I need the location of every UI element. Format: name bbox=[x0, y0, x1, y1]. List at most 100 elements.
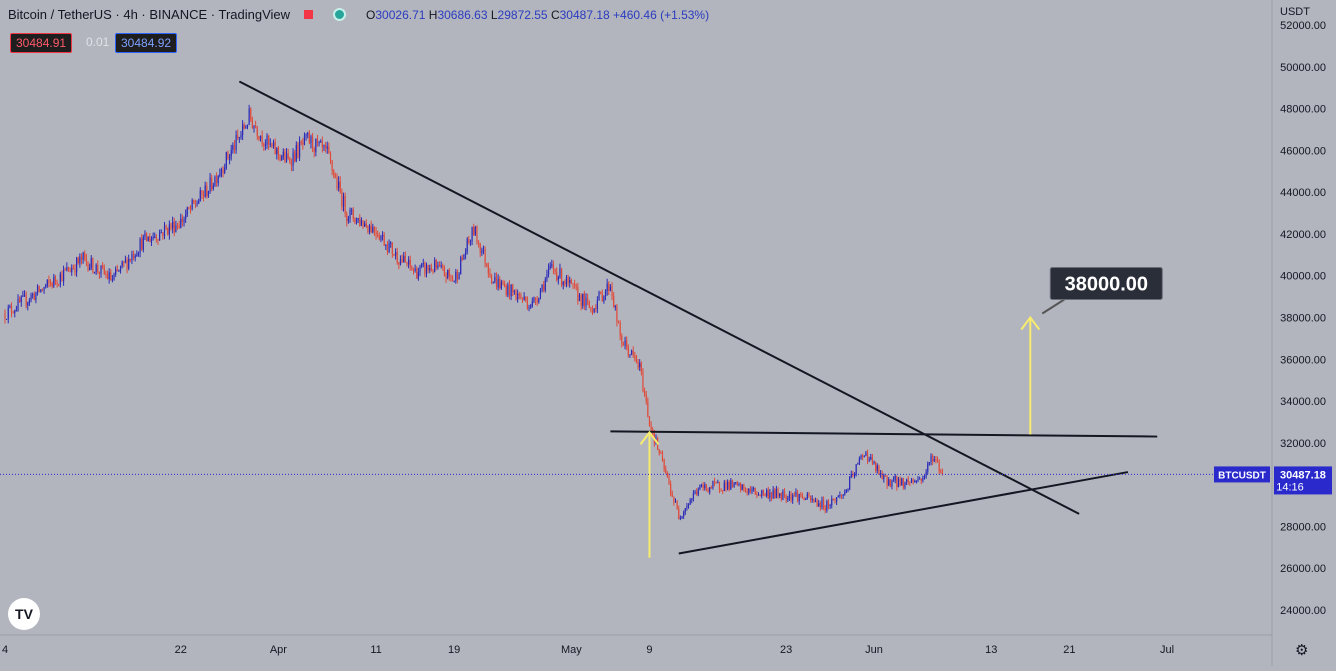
candle-body bbox=[780, 493, 782, 500]
x-tick-label: 4 bbox=[2, 644, 8, 656]
candle-body bbox=[936, 459, 939, 463]
chart-header: Bitcoin / TetherUS · 4h · BINANCE · Trad… bbox=[8, 7, 709, 22]
candle-body bbox=[35, 292, 37, 301]
candle-body bbox=[902, 478, 904, 488]
y-tick-label: 36000.00 bbox=[1280, 354, 1326, 366]
tradingview-logo-icon[interactable]: TV bbox=[8, 598, 40, 630]
candle-body bbox=[238, 137, 240, 139]
candle-body bbox=[840, 494, 843, 496]
candle-body bbox=[108, 272, 110, 280]
time-axis[interactable]: 4 22 Apr 11 19 May 9 23 Jun 13 21 Jul bbox=[2, 644, 1174, 656]
candle-body bbox=[443, 267, 446, 276]
candle-body bbox=[891, 480, 893, 487]
candle-body bbox=[565, 277, 568, 285]
price-axis[interactable]: 24000.0026000.0028000.0030000.0032000.00… bbox=[1280, 20, 1326, 617]
candle-body bbox=[728, 481, 730, 490]
currency-label[interactable]: USDT bbox=[1280, 6, 1310, 18]
candle-body bbox=[787, 498, 789, 500]
candle-body bbox=[111, 279, 114, 281]
candle-body bbox=[116, 269, 118, 271]
candle-body bbox=[528, 307, 530, 309]
candle-body bbox=[43, 287, 45, 291]
candle-body bbox=[743, 484, 745, 489]
candle-body bbox=[398, 262, 400, 265]
candle-body bbox=[595, 308, 597, 310]
candle-body bbox=[482, 249, 485, 252]
flag-icon[interactable] bbox=[304, 10, 314, 19]
candle-body bbox=[808, 493, 810, 497]
candle-body bbox=[712, 481, 714, 488]
candle-body bbox=[557, 277, 559, 280]
candle-body bbox=[145, 233, 148, 242]
candle-body bbox=[416, 268, 418, 279]
candle-body bbox=[93, 272, 96, 274]
candle-body bbox=[189, 208, 192, 210]
candle-body bbox=[321, 141, 323, 148]
candle-body bbox=[141, 239, 143, 250]
candle-body bbox=[616, 306, 618, 323]
candle-body bbox=[782, 491, 784, 500]
candle-body bbox=[323, 145, 325, 148]
candle-body bbox=[106, 274, 109, 280]
candle-body bbox=[45, 285, 47, 288]
candle-body bbox=[147, 236, 149, 242]
candle-body bbox=[923, 476, 926, 478]
candle-body bbox=[435, 260, 437, 268]
candle-body bbox=[751, 488, 753, 492]
last-price-label: 30487.18 bbox=[1280, 469, 1326, 481]
target-pointer bbox=[1041, 298, 1065, 315]
candle-body bbox=[399, 258, 402, 265]
candle-body bbox=[51, 283, 53, 287]
buy-price-button[interactable]: 30484.92 bbox=[115, 33, 178, 53]
settings-gear-icon[interactable]: ⚙ bbox=[1295, 642, 1309, 659]
candle-body bbox=[19, 298, 21, 303]
candle-body bbox=[583, 293, 585, 307]
candle-body bbox=[582, 293, 584, 306]
candle-body bbox=[381, 234, 384, 237]
candle-body bbox=[809, 496, 812, 500]
candle-body bbox=[450, 275, 452, 278]
x-tick-label: Apr bbox=[270, 644, 287, 656]
candle-body bbox=[219, 173, 221, 177]
ascending-support-line bbox=[678, 471, 1129, 555]
candle-body bbox=[858, 458, 861, 464]
candle-body bbox=[163, 225, 166, 236]
candle-body bbox=[624, 340, 626, 346]
candle-body bbox=[442, 265, 444, 268]
candle-body bbox=[621, 336, 623, 344]
candle-body bbox=[839, 494, 841, 496]
candle-body bbox=[769, 492, 771, 499]
candle-body bbox=[824, 508, 826, 511]
candle-body bbox=[536, 300, 538, 303]
candle-body bbox=[661, 453, 664, 460]
candle-body bbox=[941, 471, 944, 474]
candle-body bbox=[315, 138, 317, 152]
candle-body bbox=[97, 264, 99, 273]
candle-body bbox=[648, 416, 651, 426]
candle-body bbox=[95, 264, 97, 273]
symbol-title[interactable]: Bitcoin / TetherUS · 4h · BINANCE · Trad… bbox=[8, 7, 291, 22]
candle-body bbox=[663, 459, 665, 470]
candle-body bbox=[123, 261, 125, 263]
candle-body bbox=[385, 245, 387, 247]
candle-body bbox=[178, 225, 180, 229]
candle-body bbox=[725, 482, 727, 490]
candle-body bbox=[403, 255, 405, 263]
candle-body bbox=[915, 480, 917, 482]
candle-body bbox=[919, 478, 921, 480]
candle-body bbox=[388, 243, 390, 253]
candle-body bbox=[852, 473, 854, 477]
candle-body bbox=[676, 501, 678, 509]
candle-body bbox=[33, 294, 35, 301]
candle-body bbox=[866, 452, 869, 461]
candle-body bbox=[417, 271, 419, 279]
candle-body bbox=[372, 226, 374, 233]
candle-body bbox=[463, 255, 465, 260]
candle-body bbox=[360, 219, 363, 226]
sell-price-button[interactable]: 30484.91 bbox=[10, 33, 73, 53]
x-tick-label: 23 bbox=[780, 644, 792, 656]
candle-body bbox=[429, 268, 431, 271]
candle-body bbox=[424, 263, 426, 275]
